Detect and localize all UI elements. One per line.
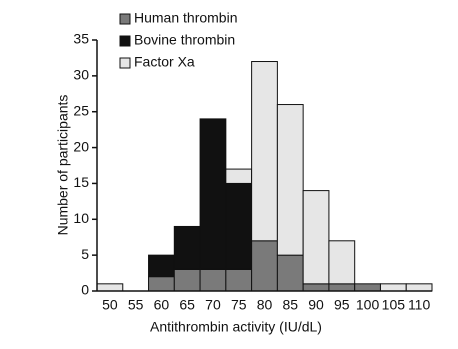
x-tick-label: 75 [231,297,247,313]
x-tick-label: 90 [308,297,324,313]
bar [225,168,253,184]
bar [173,225,201,270]
bar [199,268,227,292]
y-axis-label: Number of participants [55,95,71,236]
y-tick-label: 25 [73,102,89,118]
bar [148,276,175,292]
bar [225,268,253,292]
y-tick-label: 35 [73,31,89,47]
bar [199,118,227,270]
bar [302,283,330,292]
bar [251,61,278,242]
y-tick-label: 5 [81,246,89,262]
y-tick-label: 20 [73,138,89,154]
legend-label: Bovine thrombin [134,32,235,48]
bar [225,182,253,270]
legend-swatch [119,13,131,25]
bar [276,254,304,292]
bar [379,283,407,292]
bar [354,283,381,292]
legend-label: Human thrombin [134,10,238,26]
x-tick-label: 80 [257,297,273,313]
x-tick-label: 85 [282,297,298,313]
bar [328,283,356,292]
bar [173,268,201,292]
bar [328,240,356,285]
x-tick-label: 55 [128,297,144,313]
legend-swatch [119,35,131,47]
x-tick-label: 70 [205,297,221,313]
x-tick-label: 50 [102,297,118,313]
bar [276,104,304,256]
bar [302,190,330,285]
bar [96,283,124,292]
legend-label: Factor Xa [134,54,195,70]
x-axis-label: Antithrombin activity (IU/dL) [150,319,322,335]
y-tick-label: 30 [73,67,89,83]
x-tick-label: 105 [382,297,406,313]
x-tick-label: 100 [356,297,380,313]
x-tick-label: 60 [154,297,170,313]
legend-swatch [119,57,131,69]
y-tick-label: 10 [73,210,89,226]
y-tick-label: 0 [81,282,89,298]
bar [405,283,433,292]
bar [251,240,278,292]
x-tick-label: 110 [408,297,431,313]
x-tick-label: 95 [334,297,350,313]
x-tick-label: 65 [179,297,195,313]
bar [148,254,175,278]
y-tick-label: 15 [73,174,89,190]
